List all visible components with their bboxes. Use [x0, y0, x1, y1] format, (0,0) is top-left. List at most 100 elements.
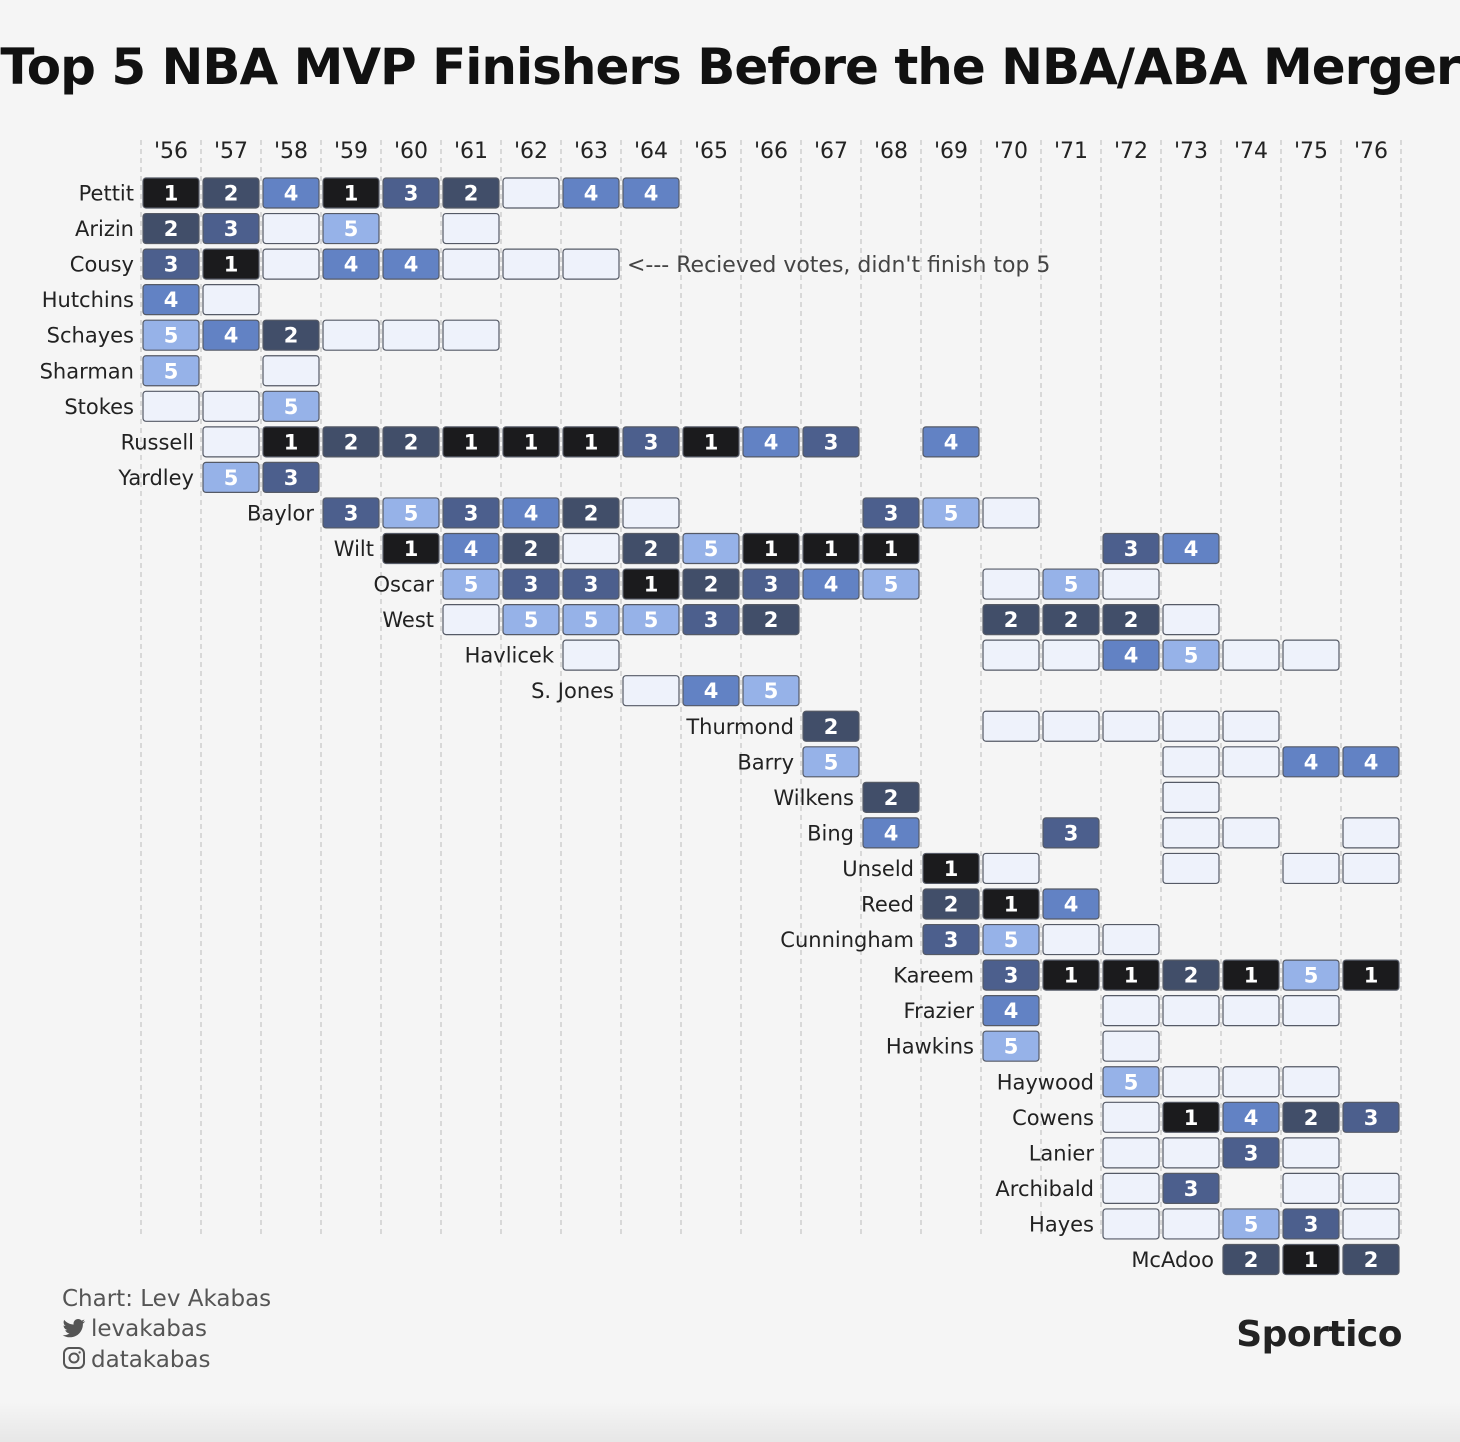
rank-cell — [1162, 1137, 1220, 1169]
player-name: Sharman — [40, 359, 134, 383]
rank-label: 1 — [164, 182, 179, 206]
rank-label: 5 — [404, 501, 419, 525]
rank-cell — [862, 497, 920, 529]
rank-cell — [382, 426, 440, 458]
rank-cell — [1102, 1030, 1160, 1062]
rank-label: 2 — [584, 501, 599, 525]
rank-cell — [142, 177, 200, 209]
rank-cell — [622, 532, 680, 565]
rank-cell — [322, 319, 380, 351]
rank-cell — [142, 248, 200, 280]
year-label: '62 — [514, 139, 548, 164]
player-name: Haywood — [997, 1070, 1094, 1094]
rank-cell — [442, 497, 500, 529]
rank-cell — [622, 603, 680, 636]
rank-cell — [1102, 1066, 1160, 1098]
rank-cell — [1042, 639, 1100, 671]
rank-cell — [622, 568, 680, 600]
year-label: '74 — [1234, 139, 1268, 164]
rank-cell — [142, 212, 200, 245]
rank-cell — [1342, 959, 1400, 991]
rank-label: 3 — [164, 253, 179, 277]
rank-label: 3 — [824, 430, 839, 454]
rank-cell — [1162, 746, 1220, 778]
rank-label: 1 — [584, 430, 599, 454]
rank-cell — [502, 426, 560, 458]
rank-cell — [1162, 817, 1220, 849]
player-name: Russell — [121, 430, 194, 454]
rank-cell — [862, 817, 920, 849]
instagram-handle: datakabas — [91, 1347, 211, 1373]
rank-label: 4 — [1244, 1106, 1259, 1130]
rank-label: 4 — [164, 288, 179, 312]
rank-cell — [982, 995, 1040, 1027]
rank-label: 1 — [884, 537, 899, 561]
rank-label: 5 — [1244, 1212, 1259, 1236]
rank-label: 3 — [344, 501, 359, 525]
sportico-logo: Sportico — [1236, 1314, 1402, 1355]
credit-twitter: levakabas — [62, 1316, 207, 1342]
player-name: Cowens — [1012, 1106, 1094, 1130]
rank-cell — [922, 923, 980, 956]
rank-cell — [1282, 639, 1340, 671]
rank-label: 5 — [524, 608, 539, 632]
rank-label: 1 — [1304, 1248, 1319, 1272]
year-label: '69 — [934, 139, 968, 164]
rank-cell — [442, 426, 500, 458]
rank-cell — [262, 355, 320, 387]
rank-cell — [262, 177, 320, 209]
rank-label: 2 — [524, 537, 539, 561]
rank-label: 5 — [584, 608, 599, 632]
rank-label: 2 — [284, 324, 299, 348]
player-name: Archibald — [995, 1177, 1094, 1201]
rank-label: 2 — [164, 217, 179, 241]
rank-cell — [1342, 817, 1400, 849]
twitter-handle: levakabas — [91, 1316, 207, 1342]
rank-cell — [382, 319, 440, 351]
rank-cell — [1222, 1066, 1280, 1098]
rank-label: 5 — [164, 324, 179, 348]
rank-label: 5 — [1064, 573, 1079, 597]
rank-label: 1 — [1064, 964, 1079, 988]
year-label: '72 — [1114, 139, 1148, 164]
rank-label: 3 — [884, 501, 899, 525]
rank-cell — [1162, 710, 1220, 742]
rank-label: 3 — [464, 501, 479, 525]
rank-cell — [262, 248, 320, 280]
player-name: Schayes — [47, 324, 134, 348]
rank-cell — [262, 426, 320, 458]
rank-label: 2 — [1004, 608, 1019, 632]
rank-cell — [802, 426, 860, 458]
rank-cell — [202, 461, 260, 493]
rank-cell — [1282, 1101, 1340, 1133]
rank-label: 2 — [224, 182, 239, 206]
rank-label: 2 — [404, 430, 419, 454]
rank-label: 1 — [644, 573, 659, 597]
rank-cell — [1162, 1101, 1220, 1133]
rank-label: 5 — [944, 501, 959, 525]
rank-label: 3 — [1064, 821, 1079, 845]
legend-annotation: <--- Recieved votes, didn't finish top 5 — [627, 253, 1050, 278]
rank-label: 3 — [1124, 537, 1139, 561]
rank-label: 2 — [344, 430, 359, 454]
rank-cell — [1162, 1208, 1220, 1240]
year-label: '66 — [754, 139, 788, 164]
rank-label: 4 — [1124, 644, 1139, 668]
rank-label: 5 — [284, 395, 299, 419]
player-name: Cunningham — [780, 928, 914, 952]
year-label: '71 — [1054, 139, 1088, 164]
year-label: '63 — [574, 139, 608, 164]
rank-label: 1 — [1244, 964, 1259, 988]
rank-cell — [202, 319, 260, 351]
rank-label: 5 — [764, 679, 779, 703]
rank-cell — [142, 319, 200, 351]
player-name: Reed — [861, 893, 914, 917]
rank-cell — [982, 1030, 1040, 1062]
rank-cell — [982, 852, 1040, 885]
rank-cell — [922, 852, 980, 885]
rank-cell — [562, 497, 620, 529]
rank-cell — [142, 284, 200, 316]
rank-label: 4 — [644, 182, 659, 206]
rank-label: 5 — [344, 217, 359, 241]
rank-cell — [622, 675, 680, 707]
